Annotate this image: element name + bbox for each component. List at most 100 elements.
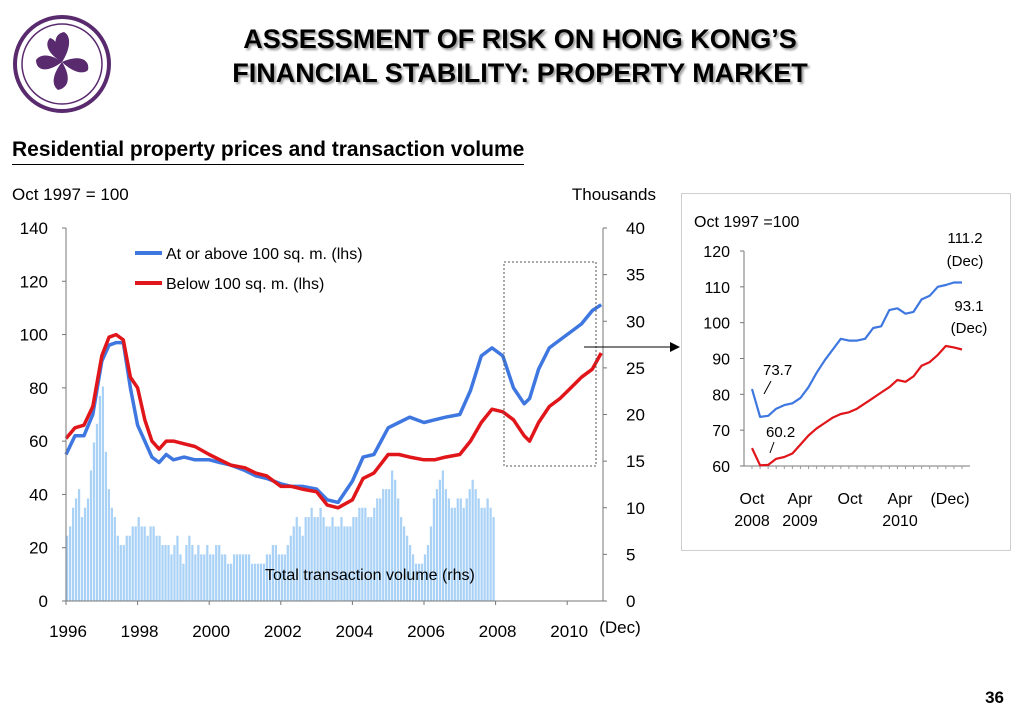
volume-bar: [417, 563, 421, 601]
volume-bar: [182, 563, 185, 601]
volume-bar: [301, 535, 304, 601]
volume-bar: [224, 554, 227, 601]
volume-bar: [486, 498, 489, 601]
volume-bar: [483, 507, 486, 601]
volume-bar: [247, 554, 251, 601]
volume-bar: [426, 545, 430, 601]
volume-bar: [307, 517, 310, 601]
volume-bar: [122, 545, 125, 601]
volume-bar: [167, 545, 170, 601]
inset-x-tick-label: Apr: [788, 491, 814, 508]
right-tick-label: 15: [626, 452, 645, 471]
volume-bar: [361, 507, 364, 601]
volume-bar: [179, 554, 182, 601]
volume-bar: [328, 526, 331, 601]
volume-bar: [134, 526, 137, 601]
volume-bar: [268, 554, 272, 601]
bar-series-label: Total transaction volume (rhs): [265, 567, 475, 584]
volume-bar: [256, 563, 260, 601]
volume-bar: [262, 563, 266, 601]
volume-bar: [140, 526, 143, 601]
bauhinia-flower-icon: [36, 32, 89, 90]
volume-bar: [197, 545, 200, 601]
volume-bar: [340, 517, 343, 601]
x-tick-label: 2010: [550, 622, 588, 641]
volume-bar: [465, 498, 468, 601]
inset-y-tick-label: 80: [712, 387, 730, 404]
volume-bar: [394, 479, 397, 601]
right-axis-label: Thousands: [572, 185, 656, 204]
volume-bar: [104, 451, 108, 601]
left-axis-label: Oct 1997 = 100: [12, 185, 129, 204]
inset-x-tick-label: (Dec): [930, 491, 969, 508]
volume-bar: [209, 554, 212, 601]
left-tick-label: 100: [20, 326, 48, 345]
x-tick-label: 2002: [264, 622, 302, 641]
volume-bar: [77, 489, 81, 601]
volume-bar: [331, 517, 334, 601]
volume-bar: [477, 498, 480, 601]
inset-axis-label: Oct 1997 =100: [694, 214, 800, 231]
volume-bar: [95, 423, 99, 601]
inset-y-tick-label: 110: [704, 280, 730, 297]
volume-bar: [352, 517, 355, 601]
volume-bar: [432, 498, 436, 601]
volume-bar: [334, 526, 337, 601]
volume-bar: [110, 507, 113, 601]
price-lines: [64, 303, 603, 510]
volume-bar: [125, 535, 128, 601]
volume-bar: [68, 526, 72, 601]
inset-chart: Oct 1997 =100 60 70 80 90 100 110 120 Oct 2008 Ap…: [694, 214, 987, 530]
right-tick-label: 0: [626, 592, 635, 611]
logo-inner-ring: [21, 23, 103, 105]
volume-bar: [107, 489, 110, 601]
volume-bar: [468, 489, 471, 601]
volume-bar: [221, 554, 224, 601]
volume-bar: [161, 545, 164, 601]
volume-bar: [230, 563, 233, 601]
inset-x-tick-label: Oct: [740, 491, 765, 508]
volume-bar: [176, 535, 179, 601]
volume-bar: [382, 489, 385, 601]
annotation-small-high: 93.1: [954, 298, 983, 315]
volume-bar: [146, 535, 149, 601]
x-tick-label: 1998: [121, 622, 159, 641]
volume-bar: [462, 507, 465, 601]
volume-bar: [203, 554, 206, 601]
volume-bar: [119, 545, 122, 601]
inset-x-tick-year: 2008: [734, 513, 770, 530]
volume-bar: [71, 507, 75, 601]
title-line-2: FINANCIAL STABILITY: PROPERTY MARKET: [232, 58, 808, 88]
volume-bar: [373, 507, 376, 601]
volume-bar: [101, 386, 105, 601]
annotation-large-high-dec: (Dec): [947, 253, 984, 270]
volume-bar: [137, 517, 140, 601]
x-tick-label: 2000: [192, 622, 230, 641]
volume-bar: [274, 545, 277, 601]
volume-bar: [420, 563, 424, 601]
volume-bar: [173, 545, 176, 601]
volume-bar: [298, 526, 301, 601]
inset-x-tick-year: 2009: [782, 513, 818, 530]
volume-bar: [367, 517, 370, 601]
volume-bar: [158, 535, 161, 601]
annotation-large-high: 111.2: [947, 230, 982, 247]
volume-bar: [259, 563, 263, 601]
volume-bar: [322, 517, 325, 601]
hkma-logo: [13, 15, 111, 113]
legend-label-large: At or above 100 sq. m. (lhs): [166, 246, 363, 263]
volume-bar: [450, 507, 453, 601]
volume-bar: [480, 507, 483, 601]
inset-y-tick-label: 70: [712, 423, 730, 440]
volume-bar: [131, 526, 134, 601]
volume-bar: [92, 442, 96, 601]
logo-outer-ring: [13, 15, 111, 113]
volume-bar: [128, 535, 131, 601]
volume-bar: [435, 489, 439, 601]
left-tick-label: 20: [29, 539, 48, 558]
left-tick-label: 40: [29, 485, 48, 504]
volume-bar: [408, 545, 412, 601]
transaction-volume-bars: [66, 386, 495, 601]
left-tick-label: 140: [20, 219, 48, 238]
volume-bar: [444, 489, 447, 601]
